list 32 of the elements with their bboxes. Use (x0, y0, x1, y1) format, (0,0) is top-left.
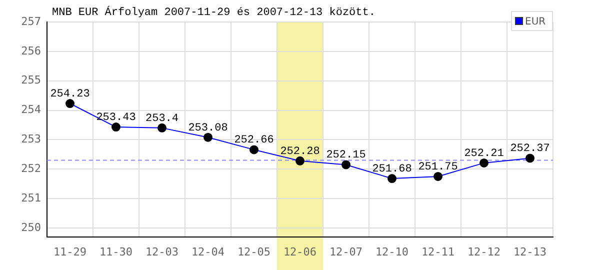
x-tick-label: 11-29 (53, 245, 87, 258)
x-tick-label: 12-12 (467, 245, 501, 258)
x-tick-label: 12-11 (421, 245, 455, 258)
y-tick-label: 256 (21, 44, 41, 58)
data-label: 251.75 (418, 161, 458, 174)
x-tick-label: 12-10 (375, 245, 409, 258)
x-tick-label: 12-05 (237, 245, 271, 258)
data-label: 252.66 (234, 134, 274, 147)
data-label: 253.08 (188, 122, 228, 134)
y-tick-label: 257 (21, 14, 41, 28)
chart-title: MNB EUR Árfolyam 2007-11-29 és 2007-12-13 között. (52, 5, 376, 19)
data-label: 252.21 (464, 148, 504, 160)
legend-label: EUR (525, 16, 546, 28)
data-label: 253.4 (145, 112, 179, 125)
data-label: 252.37 (510, 143, 550, 156)
x-tick-label: 12-07 (329, 245, 363, 258)
x-tick-label: 12-06 (283, 245, 317, 258)
data-label: 254.23 (50, 88, 90, 101)
data-label: 252.15 (326, 150, 366, 162)
y-tick-label: 250 (21, 220, 41, 234)
y-tick-label: 253 (21, 132, 41, 146)
x-tick-label: 12-13 (513, 245, 547, 258)
y-tick-label: 252 (21, 162, 41, 175)
x-tick-label: 12-03 (145, 245, 179, 258)
data-label: 251.68 (372, 164, 412, 176)
data-label: 252.28 (280, 146, 320, 158)
data-label: 253.43 (96, 112, 136, 124)
x-tick-label: 11-30 (99, 245, 133, 258)
y-tick-label: 251 (21, 191, 41, 204)
x-tick-label: 12-04 (191, 245, 225, 258)
y-tick-label: 254 (21, 103, 42, 116)
y-tick-label: 255 (21, 74, 41, 87)
